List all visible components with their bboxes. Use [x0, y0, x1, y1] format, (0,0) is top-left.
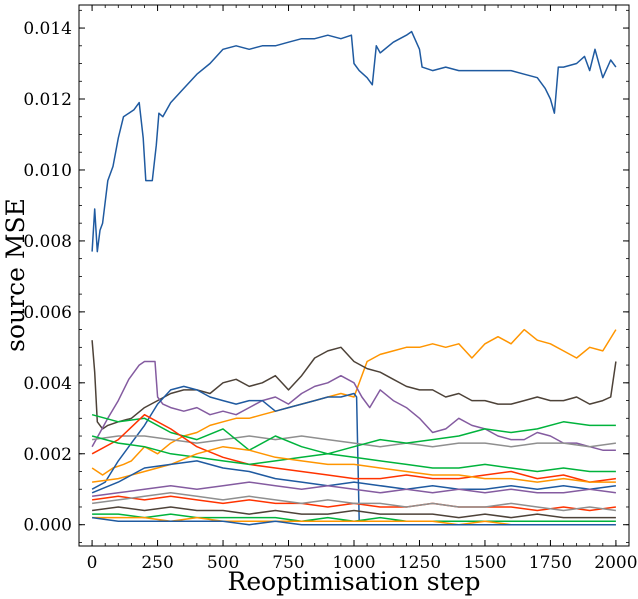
x-tick-label: 1500	[463, 553, 506, 573]
y-axis-label: source MSE	[1, 198, 30, 352]
ticks-layer: 0 250 500 750 1000 1250 1500 1750 2000 0.000 0.002…	[23, 5, 638, 573]
series-line-6	[91, 435, 617, 448]
x-tick-label: 250	[141, 553, 173, 573]
x-tick-label: 500	[207, 553, 239, 573]
series-line-10	[92, 445, 616, 483]
series-line-12	[92, 481, 617, 498]
series-line-3	[91, 340, 617, 430]
x-tick-label: 0	[87, 553, 98, 573]
y-tick-label: 0.000	[23, 516, 72, 536]
y-tick-label: 0.002	[23, 445, 72, 465]
series-line-9	[91, 435, 616, 473]
series-line-5	[91, 385, 360, 522]
series-line-11	[91, 460, 616, 494]
x-tick-label: 1000	[332, 553, 375, 573]
x-tick-label: 1750	[529, 553, 572, 573]
series-layer	[91, 30, 617, 526]
y-tick-label: 0.010	[23, 161, 72, 181]
y-tick-label: 0.012	[23, 90, 72, 110]
series-line-14	[92, 492, 616, 512]
y-tick-label: 0.008	[23, 232, 72, 252]
series-line-4	[91, 360, 616, 451]
series-line-16	[92, 513, 616, 522]
series-line-8	[91, 413, 616, 483]
x-tick-label: 2000	[594, 553, 637, 573]
y-tick-label: 0.006	[23, 303, 72, 323]
series-line-1	[91, 30, 617, 253]
x-axis-label: Reoptimisation step	[228, 567, 481, 596]
series-line-18	[91, 516, 616, 526]
x-tick-label: 1250	[398, 553, 441, 573]
y-tick-label: 0.014	[23, 19, 72, 39]
series-line-7	[91, 413, 616, 455]
x-tick-label: 750	[272, 553, 304, 573]
y-tick-label: 0.004	[23, 374, 72, 394]
series-line-15	[92, 506, 616, 519]
